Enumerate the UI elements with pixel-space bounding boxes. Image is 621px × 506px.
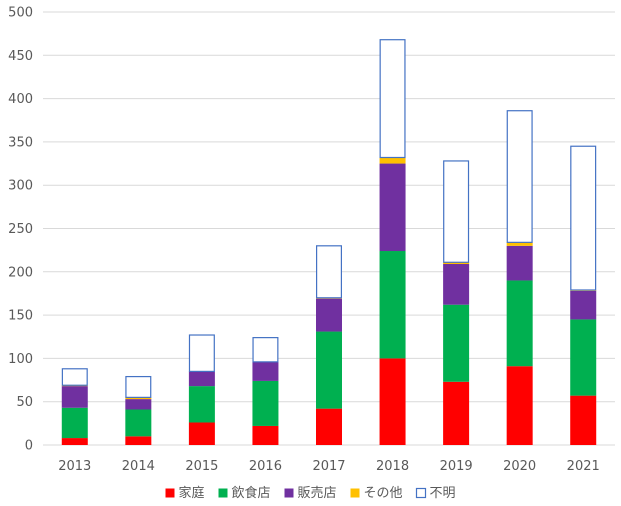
y-tick-label: 200 [8, 265, 33, 280]
x-tick-label: 2020 [503, 459, 536, 474]
y-axis-tick-labels: 0 50 100 150 200 250 300 350 400 450 500 [8, 6, 33, 454]
bar-segment [316, 408, 342, 445]
y-tick-label: 250 [8, 222, 33, 237]
y-tick-label: 150 [8, 309, 33, 324]
bar-segment [379, 157, 406, 164]
bar-segment [443, 381, 470, 445]
legend-item: 不明 [415, 486, 456, 501]
legend-item: その他 [350, 486, 403, 501]
legend-swatch [415, 487, 427, 499]
x-tick-label: 2016 [249, 459, 282, 474]
bar-segment [570, 319, 597, 396]
bar-segment [61, 386, 88, 408]
bar-stack [188, 334, 215, 445]
bar-segment [443, 264, 470, 305]
bar-stack [252, 337, 279, 445]
bar-segment [125, 399, 152, 410]
x-axis-tick-labels: 2013 2014 2015 2016 2017 2018 2019 2020 2021 [58, 459, 600, 474]
bar-segment [379, 163, 406, 252]
bar-segment [125, 436, 152, 445]
bar-segment [61, 438, 88, 445]
bar-segment [316, 298, 342, 332]
bar-segment [252, 337, 279, 363]
bar-segment [570, 395, 597, 445]
bar-segment [506, 366, 533, 445]
legend-label: 不明 [430, 486, 456, 501]
x-tick-label: 2013 [58, 459, 91, 474]
legend-item: 飲食店 [218, 485, 271, 501]
y-tick-label: 400 [8, 92, 33, 107]
bar-segment [61, 368, 88, 386]
y-tick-label: 350 [8, 135, 33, 150]
x-tick-label: 2019 [440, 459, 473, 474]
bar-stack [570, 145, 597, 445]
bar-segment [570, 290, 597, 320]
bar-segment [506, 245, 533, 281]
x-tick-label: 2018 [376, 459, 409, 474]
bar-segment [570, 145, 597, 291]
bar-segment [506, 280, 533, 367]
bar-segment [252, 380, 279, 426]
legend-swatch [218, 488, 228, 498]
bar-segment [125, 397, 152, 400]
bar-segment [379, 358, 406, 445]
y-tick-label: 300 [8, 179, 33, 194]
bar-segment [506, 110, 533, 243]
bar-segment [61, 407, 88, 439]
bar-segment [188, 422, 215, 445]
legend-swatch [284, 488, 294, 498]
bars [61, 39, 597, 445]
x-tick-label: 2014 [122, 459, 155, 474]
legend: 家庭 飲食店 販売店 その他 不明 [165, 485, 456, 501]
x-tick-label: 2021 [567, 459, 600, 474]
bar-segment [379, 251, 406, 359]
bar-stack [125, 375, 152, 445]
bar-segment [443, 160, 470, 263]
bar-stack [61, 368, 88, 445]
y-tick-label: 450 [8, 49, 33, 64]
legend-item: 販売店 [284, 485, 337, 501]
y-tick-label: 100 [8, 352, 33, 367]
legend-label: 家庭 [179, 485, 205, 501]
legend-label: 販売店 [298, 485, 337, 501]
legend-item: 家庭 [165, 485, 205, 501]
bar-stack [379, 39, 406, 445]
bar-segment [188, 386, 215, 423]
y-tick-label: 50 [16, 395, 33, 410]
bar-segment [443, 304, 470, 382]
bar-stack [443, 160, 470, 445]
bar-segment [125, 409, 152, 437]
bar-segment [188, 334, 215, 372]
bar-segment [443, 262, 470, 265]
bar-segment [316, 331, 342, 409]
legend-label: その他 [364, 486, 403, 501]
bar-segment [125, 375, 152, 398]
y-tick-label: 0 [25, 439, 33, 454]
y-tick-label: 500 [8, 6, 33, 21]
x-tick-label: 2015 [185, 459, 218, 474]
legend-label: 飲食店 [232, 485, 271, 501]
bar-stack [506, 110, 533, 445]
bar-segment [506, 242, 533, 246]
x-tick-label: 2017 [312, 459, 345, 474]
bar-segment [252, 361, 279, 381]
bar-segment [379, 39, 406, 159]
legend-swatch [165, 488, 175, 498]
bar-segment [316, 245, 343, 299]
bar-segment [188, 371, 215, 387]
legend-swatch [350, 488, 360, 498]
bar-segment [252, 425, 279, 445]
bar-stack [316, 245, 343, 445]
